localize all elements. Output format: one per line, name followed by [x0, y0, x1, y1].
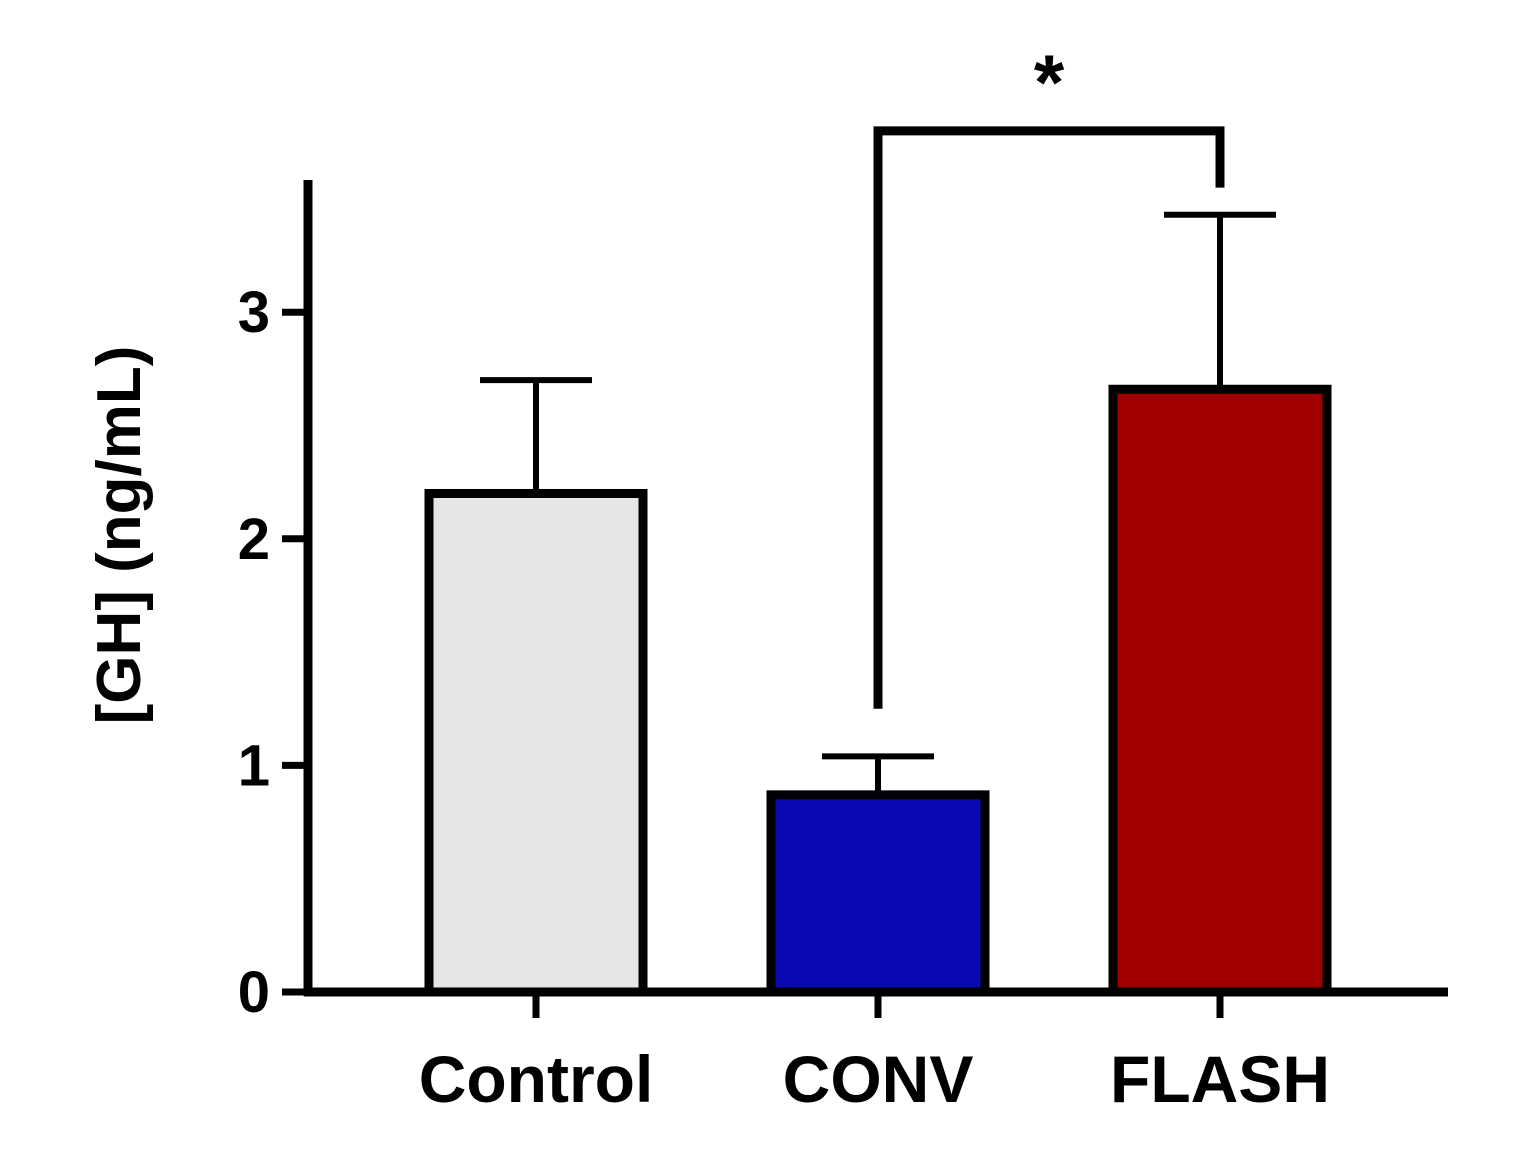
y-tick-label: 0 [238, 960, 270, 1025]
y-axis-label: [GH] (ng/mL) [85, 346, 154, 725]
bars [424, 384, 1332, 997]
y-tick-label: 2 [238, 507, 270, 572]
x-tick-label: FLASH [1110, 1042, 1330, 1116]
significance-annotation: * [873, 38, 1225, 709]
y-tick-label: 3 [238, 280, 270, 345]
bar-conv [766, 790, 990, 997]
bar-control [424, 488, 648, 997]
x-tick-label: Control [419, 1042, 654, 1116]
error-bars [480, 211, 1276, 795]
x-tick-label: CONV [783, 1042, 974, 1116]
y-tick-label: 1 [238, 733, 270, 798]
significance-asterisk: * [1034, 38, 1065, 126]
significance-bracket [873, 126, 1225, 709]
bar-flash [1108, 384, 1332, 997]
